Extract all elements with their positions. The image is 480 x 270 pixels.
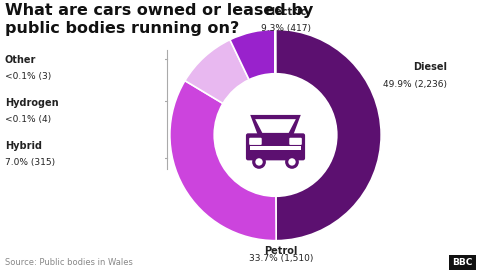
- Text: BBC: BBC: [453, 258, 473, 267]
- Wedge shape: [185, 40, 249, 103]
- Polygon shape: [255, 119, 296, 133]
- Text: Electric: Electric: [265, 7, 307, 17]
- Polygon shape: [250, 115, 301, 136]
- Text: 33.7% (1,510): 33.7% (1,510): [249, 254, 313, 264]
- Text: Source: Public bodies in Wales: Source: Public bodies in Wales: [5, 258, 132, 267]
- FancyBboxPatch shape: [246, 133, 305, 160]
- FancyBboxPatch shape: [289, 138, 302, 145]
- Circle shape: [251, 154, 267, 170]
- Text: Hydrogen: Hydrogen: [5, 98, 59, 108]
- Text: <0.1% (3): <0.1% (3): [5, 72, 51, 81]
- Bar: [250, 146, 301, 150]
- Text: Petrol: Petrol: [264, 246, 298, 256]
- Wedge shape: [170, 81, 276, 241]
- Circle shape: [255, 158, 263, 166]
- FancyBboxPatch shape: [249, 138, 262, 145]
- Text: Hybrid: Hybrid: [5, 141, 42, 151]
- Circle shape: [288, 158, 296, 166]
- Text: What are cars owned or leased by
public bodies running on?: What are cars owned or leased by public …: [5, 3, 313, 36]
- Wedge shape: [275, 29, 276, 74]
- Text: 49.9% (2,236): 49.9% (2,236): [383, 80, 447, 89]
- Text: Diesel: Diesel: [413, 62, 447, 72]
- Text: Other: Other: [5, 55, 36, 65]
- Wedge shape: [230, 29, 275, 80]
- Text: 9.3% (417): 9.3% (417): [261, 24, 311, 33]
- Circle shape: [284, 154, 300, 170]
- Text: 7.0% (315): 7.0% (315): [5, 158, 55, 167]
- Wedge shape: [276, 29, 381, 241]
- Text: <0.1% (4): <0.1% (4): [5, 115, 51, 124]
